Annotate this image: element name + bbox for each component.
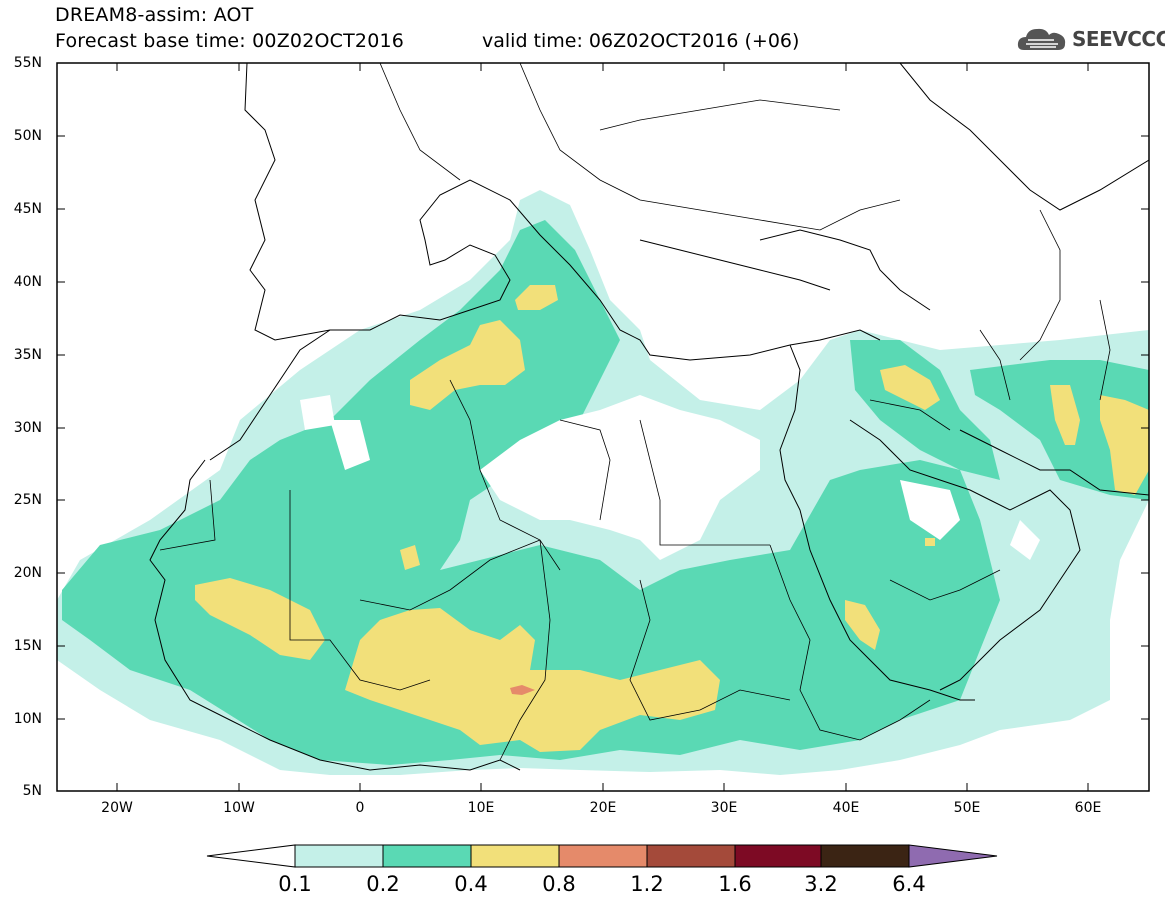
logo-text: SEEVCCC <box>1072 27 1165 51</box>
valid-time: valid time: 06Z02OCT2016 (+06) <box>482 30 800 52</box>
lon-label: 40E <box>832 800 860 816</box>
lon-label: 50E <box>953 800 981 816</box>
colorbar-swatch-4 <box>558 844 648 868</box>
lat-label: 40N <box>13 274 42 290</box>
aot-low-region <box>300 395 1040 560</box>
colorbar-swatch-2 <box>382 844 472 868</box>
lat-label: 5N <box>22 783 42 799</box>
colorbar-swatch-1 <box>294 844 384 868</box>
lon-label: 20W <box>101 800 133 816</box>
lat-label: 15N <box>13 638 42 654</box>
lon-label: 30E <box>710 800 738 816</box>
colorbar-label: 3.2 <box>804 872 838 896</box>
lon-label: 10W <box>223 800 255 816</box>
lon-label: 20E <box>589 800 617 816</box>
map-title: DREAM8-assim: AOT <box>55 4 254 26</box>
colorbar-swatch-6 <box>734 844 822 868</box>
lat-label: 35N <box>13 347 42 363</box>
lat-label: 45N <box>13 201 42 217</box>
aot-level-0.8 <box>510 685 535 695</box>
colorbar-label: 1.6 <box>718 872 752 896</box>
colorbar-label: 0.1 <box>278 872 312 896</box>
colorbar-low-arrow <box>206 844 296 868</box>
aot-level-0.4 <box>195 285 1149 752</box>
aot-fields <box>57 190 1149 775</box>
lat-label: 55N <box>13 55 42 71</box>
lat-label: 50N <box>13 128 42 144</box>
colorbar-label: 0.8 <box>542 872 576 896</box>
colorbar-label: 0.4 <box>454 872 488 896</box>
cloud-icon <box>1017 28 1066 50</box>
lat-label: 30N <box>13 420 42 436</box>
colorbar-label: 6.4 <box>892 872 926 896</box>
colorbar <box>206 844 998 868</box>
colorbar-swatch-3 <box>470 844 560 868</box>
lat-label: 10N <box>13 711 42 727</box>
colorbar-high-arrow <box>908 844 998 868</box>
lon-label: 10E <box>467 800 495 816</box>
colorbar-label: 1.2 <box>630 872 664 896</box>
seevccc-logo: SEEVCCC <box>1016 22 1165 56</box>
forecast-base-time: Forecast base time: 00Z02OCT2016 <box>55 30 405 52</box>
colorbar-label: 0.2 <box>366 872 400 896</box>
lat-label: 20N <box>13 565 42 581</box>
axis-ticks <box>57 62 1149 792</box>
coastlines <box>149 63 1149 771</box>
lon-label: 60E <box>1074 800 1102 816</box>
country-borders <box>159 63 1111 761</box>
colorbar-swatch-7 <box>820 844 910 868</box>
lon-label: 0 <box>355 800 365 816</box>
lat-label: 25N <box>13 492 42 508</box>
colorbar-swatch-5 <box>646 844 736 868</box>
